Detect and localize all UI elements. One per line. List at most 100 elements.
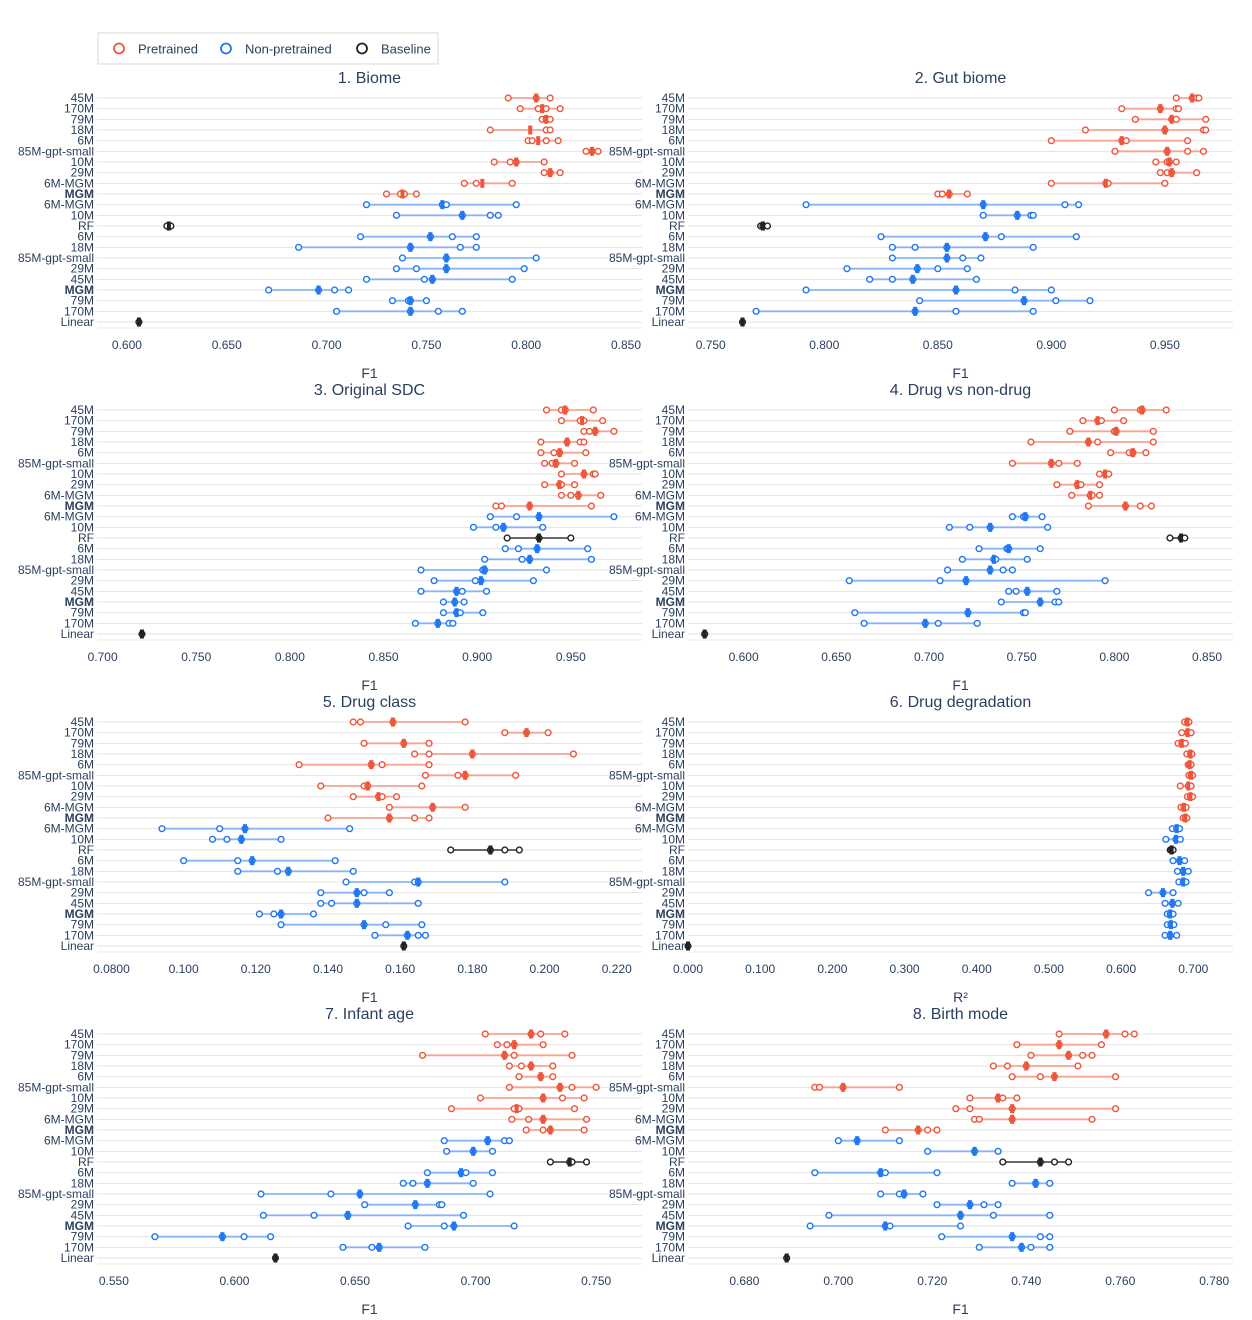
mean-marker xyxy=(964,576,969,586)
mean-marker xyxy=(1181,866,1186,876)
y-tick-label: 85M-gpt-small xyxy=(18,456,94,470)
mean-marker xyxy=(1167,157,1172,167)
data-point xyxy=(1149,438,1157,446)
data-row: MGM xyxy=(65,187,421,201)
data-point xyxy=(1012,587,1020,595)
data-point xyxy=(514,545,522,553)
y-tick-label: 29M xyxy=(662,262,685,276)
legend-entry-baseline[interactable]: Baseline xyxy=(356,42,431,57)
data-row: 170M xyxy=(64,1240,429,1254)
data-row: 10M xyxy=(662,779,1195,793)
data-point xyxy=(1121,1030,1129,1038)
data-point xyxy=(815,1083,824,1091)
y-tick-label: 79M xyxy=(662,112,685,126)
data-row: 45M xyxy=(662,584,1061,598)
data-point xyxy=(360,889,368,897)
data-point xyxy=(270,910,278,918)
data-point xyxy=(476,1094,485,1102)
y-tick-label: MGM xyxy=(656,1219,685,1233)
data-point xyxy=(569,750,578,758)
y-tick-label: 18M xyxy=(71,747,94,761)
data-point xyxy=(952,1105,960,1113)
data-row: 10M xyxy=(662,467,1113,481)
y-tick-label: MGM xyxy=(65,1123,94,1137)
chart-panel-7: 7. Infant age 0.550 0.600 0.650 0.700 0.750 F1… xyxy=(18,1006,642,1317)
y-tick-label: 18M xyxy=(662,864,685,878)
chart-panel-3: 3. Original SDC 0.700 0.750 0.800 0.850 0.900… xyxy=(18,382,642,693)
data-point xyxy=(505,1062,513,1070)
y-tick-label: 45M xyxy=(71,1208,94,1222)
x-tick-label: 0.140 xyxy=(313,962,343,976)
y-tick-label: 29M xyxy=(71,1198,94,1212)
x-tick-label: 0.740 xyxy=(1011,1274,1041,1288)
data-point xyxy=(877,233,885,241)
mean-marker xyxy=(580,416,585,426)
data-point xyxy=(972,275,980,283)
data-row: MGM xyxy=(65,1123,588,1137)
data-row: 18M xyxy=(71,1059,557,1073)
data-row: 45M xyxy=(71,715,469,729)
y-tick-label: 6M xyxy=(668,1070,685,1084)
data-row: Linear xyxy=(652,939,692,953)
data-point xyxy=(895,1083,904,1091)
data-point xyxy=(1072,233,1080,241)
data-point xyxy=(1066,427,1074,435)
data-row: 79M xyxy=(662,918,1178,932)
mean-marker xyxy=(482,565,487,575)
legend-entry-pretrained[interactable]: Pretrained xyxy=(113,42,198,57)
y-tick-label: 18M xyxy=(662,552,685,566)
y-tick-label: 6M-MGM xyxy=(635,488,685,502)
chart-title: 1. Biome xyxy=(338,70,401,87)
mean-marker xyxy=(365,781,370,791)
data-point xyxy=(911,243,919,251)
data-row: 6M xyxy=(77,1166,497,1180)
data-point xyxy=(881,1169,889,1177)
data-point xyxy=(599,417,607,425)
data-point xyxy=(1008,513,1017,521)
data-row: 6M xyxy=(668,1166,941,1180)
data-point xyxy=(510,1051,518,1059)
mean-marker xyxy=(544,114,549,124)
data-row: 79M xyxy=(662,424,1157,438)
mean-marker xyxy=(557,448,562,458)
data-point xyxy=(1008,1073,1016,1081)
data-point xyxy=(1176,782,1184,790)
data-row: 29M xyxy=(662,886,1177,900)
mean-marker xyxy=(981,200,986,210)
data-point xyxy=(417,566,425,574)
mean-marker xyxy=(548,1125,553,1135)
data-point xyxy=(267,1233,275,1241)
data-row: 29M xyxy=(662,262,971,276)
data-point xyxy=(356,718,365,726)
mean-marker xyxy=(1006,544,1011,554)
y-tick-label: 10M xyxy=(662,467,685,481)
legend-entry-nonpretrained[interactable]: Non-pretrained xyxy=(220,42,332,57)
mean-marker xyxy=(1103,178,1108,188)
data-point xyxy=(324,814,332,822)
y-tick-label: 45M xyxy=(662,1208,685,1222)
data-point xyxy=(860,619,868,627)
data-point xyxy=(1174,105,1183,113)
data-row: 79M xyxy=(662,112,1210,126)
data-point xyxy=(542,566,551,574)
mean-marker xyxy=(538,1072,543,1082)
x-tick-label: 0.850 xyxy=(1192,650,1222,664)
y-tick-label: 6M xyxy=(77,1070,94,1084)
mean-marker xyxy=(558,1082,563,1092)
x-axis-title: F1 xyxy=(952,1301,969,1317)
data-point xyxy=(1173,867,1182,875)
x-tick-label: 0.100 xyxy=(745,962,775,976)
data-row: 18M xyxy=(662,747,1196,761)
data-point xyxy=(356,233,365,241)
y-tick-label: 45M xyxy=(71,91,94,105)
data-point xyxy=(537,438,545,446)
data-point xyxy=(592,1083,600,1091)
y-tick-label: 170M xyxy=(64,1038,94,1052)
data-point xyxy=(371,931,379,939)
mean-marker xyxy=(535,544,540,554)
y-tick-label: 6M-MGM xyxy=(44,800,94,814)
data-point xyxy=(425,739,433,747)
data-row: 29M xyxy=(71,166,564,180)
data-point xyxy=(589,406,597,414)
y-tick-label: RF xyxy=(669,531,685,545)
